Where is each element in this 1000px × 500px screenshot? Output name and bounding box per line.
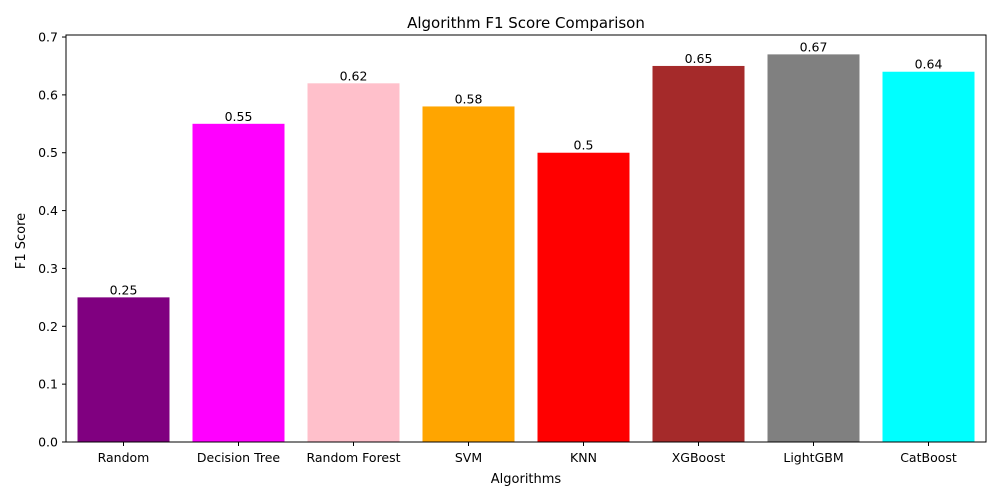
bar [77,297,170,442]
data-label: 0.58 [455,91,483,106]
y-tick-label: 0.7 [38,30,58,45]
bar [192,123,285,442]
bar [767,54,860,442]
data-label: 0.64 [915,57,943,72]
chart-title: Algorithm F1 Score Comparison [407,14,645,32]
x-tick-label: KNN [570,450,597,465]
bar [537,152,630,442]
data-label: 0.55 [225,109,253,124]
y-axis-label: F1 Score [14,213,29,269]
x-tick-label: XGBoost [672,450,726,465]
plot-area: 0.25 Random 0.55 Decision Tree 0.62 Random Fo… [38,30,987,465]
x-tick-label: Decision Tree [197,450,281,465]
data-label: 0.62 [340,68,368,83]
y-tick-label: 0.5 [38,145,58,160]
x-tick-label: SVM [455,450,482,465]
y-tick-label: 0.6 [38,87,58,102]
data-label: 0.67 [800,39,828,54]
plot-frame [65,34,987,443]
bar [652,65,745,443]
y-tick-label: 0.0 [38,435,58,450]
data-label: 0.65 [685,51,713,66]
x-tick-label: LightGBM [783,450,843,465]
bar [882,71,975,442]
data-label: 0.25 [110,282,138,297]
x-axis-label: Algorithms [491,472,562,487]
bar [307,83,400,443]
x-tick-label: CatBoost [900,450,957,465]
y-tick-label: 0.1 [38,377,58,392]
bar [422,106,515,442]
y-tick-label: 0.3 [38,261,58,276]
x-tick-label: Random Forest [306,450,400,465]
y-tick-label: 0.4 [38,203,58,218]
x-tick-label: Random [98,450,150,465]
data-label: 0.5 [574,138,594,153]
y-tick-label: 0.2 [38,319,58,334]
